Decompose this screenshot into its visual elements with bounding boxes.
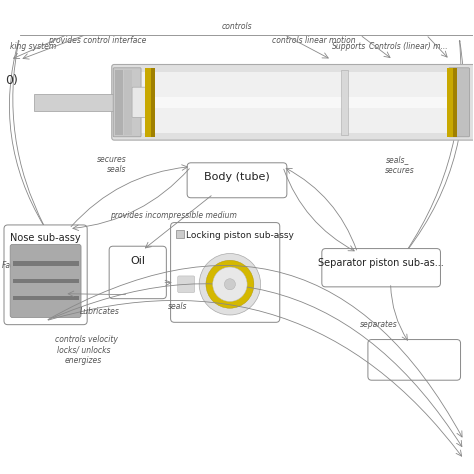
Text: controls: controls xyxy=(222,22,252,31)
FancyBboxPatch shape xyxy=(112,64,474,140)
Circle shape xyxy=(206,260,254,308)
Text: Separator piston sub-as...: Separator piston sub-as... xyxy=(318,258,444,268)
FancyBboxPatch shape xyxy=(132,87,153,118)
FancyArrowPatch shape xyxy=(406,41,461,251)
Bar xyxy=(12,279,79,283)
Bar xyxy=(341,70,348,135)
Bar xyxy=(115,70,123,135)
FancyArrowPatch shape xyxy=(407,41,464,251)
Text: Body (tube): Body (tube) xyxy=(204,172,270,182)
Text: controls linear motion: controls linear motion xyxy=(273,36,356,45)
Bar xyxy=(176,230,184,237)
Text: Supports: Supports xyxy=(331,42,366,51)
Bar xyxy=(133,97,450,108)
Text: Controls (linear) m...: Controls (linear) m... xyxy=(369,42,448,51)
Circle shape xyxy=(224,279,236,290)
FancyArrowPatch shape xyxy=(9,41,44,227)
FancyBboxPatch shape xyxy=(187,163,287,198)
Text: Face: Face xyxy=(1,261,19,270)
Text: separates: separates xyxy=(360,320,398,329)
Bar xyxy=(124,70,132,135)
Text: Lubricates: Lubricates xyxy=(80,307,120,316)
FancyBboxPatch shape xyxy=(171,223,280,322)
FancyBboxPatch shape xyxy=(322,248,440,287)
Text: Nose sub-assy: Nose sub-assy xyxy=(10,234,81,244)
Text: controls velocity: controls velocity xyxy=(55,335,118,344)
Text: Locking piston sub-assy: Locking piston sub-assy xyxy=(186,231,294,240)
Bar xyxy=(145,68,151,137)
Text: king system: king system xyxy=(10,42,56,51)
Text: energizes: energizes xyxy=(64,356,102,365)
Bar xyxy=(12,296,79,301)
Circle shape xyxy=(213,267,247,301)
Text: seals: seals xyxy=(107,165,126,174)
FancyBboxPatch shape xyxy=(10,244,81,318)
FancyArrowPatch shape xyxy=(13,41,45,226)
FancyBboxPatch shape xyxy=(178,276,195,292)
FancyBboxPatch shape xyxy=(368,339,461,380)
Text: provides incompressible medium: provides incompressible medium xyxy=(110,211,237,220)
Bar xyxy=(447,68,453,137)
FancyBboxPatch shape xyxy=(449,68,470,137)
Text: provides control interface: provides control interface xyxy=(48,36,146,45)
Text: seals_: seals_ xyxy=(386,155,410,164)
FancyBboxPatch shape xyxy=(109,246,166,299)
FancyBboxPatch shape xyxy=(113,68,141,137)
Text: secures: secures xyxy=(97,155,127,164)
Bar xyxy=(133,72,450,133)
Text: secures: secures xyxy=(385,166,415,175)
Bar xyxy=(454,68,457,137)
Bar xyxy=(12,262,79,266)
Text: 0): 0) xyxy=(5,74,18,87)
Bar xyxy=(34,94,119,111)
Text: seals: seals xyxy=(168,302,188,311)
Circle shape xyxy=(199,254,261,315)
Text: locks/ unlocks: locks/ unlocks xyxy=(57,346,111,355)
FancyBboxPatch shape xyxy=(4,225,87,325)
Bar xyxy=(151,68,155,137)
Text: Oil: Oil xyxy=(130,255,145,265)
